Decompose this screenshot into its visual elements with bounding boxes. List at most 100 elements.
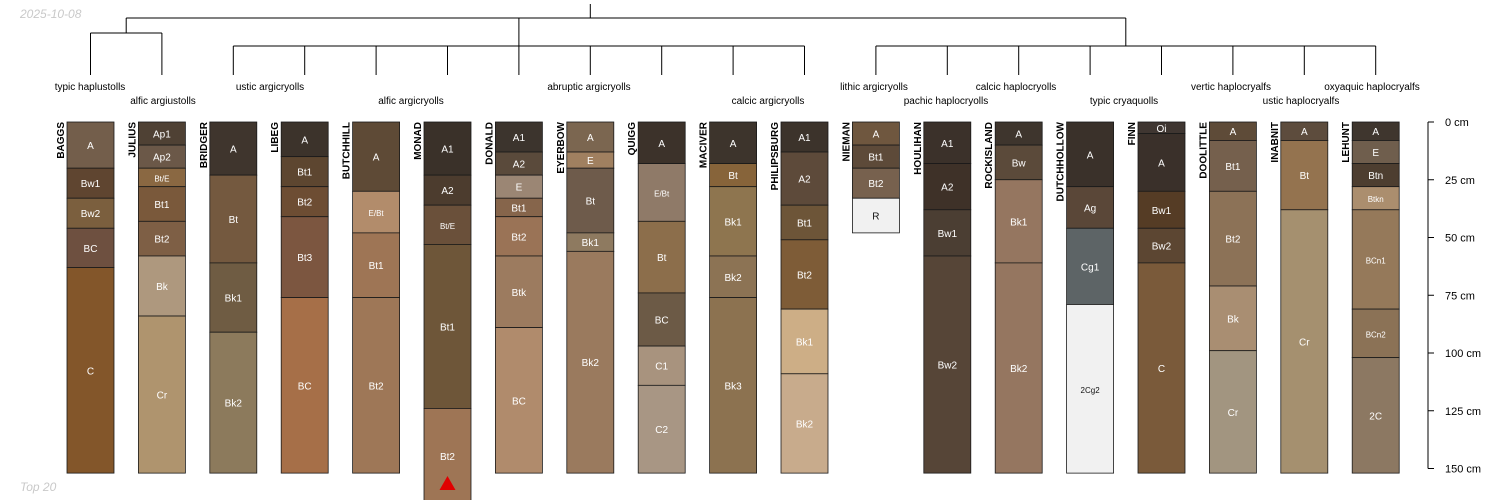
horizon-label: A2 (798, 175, 811, 186)
horizon-bw1 (923, 209, 972, 257)
horizon-label: Bt1 (297, 168, 312, 179)
horizon-label: Bt2 (868, 179, 883, 190)
horizon-bt1 (280, 156, 329, 188)
horizon-label: Ap2 (153, 153, 171, 164)
taxon-label: typic haplustolls (55, 82, 126, 93)
horizon-label: A1 (941, 139, 954, 150)
horizon-label: BC (655, 316, 669, 327)
horizon-bt1 (1209, 140, 1257, 192)
horizon-bk (137, 255, 186, 317)
horizon-label: E (516, 183, 523, 194)
horizon-label: Ap1 (153, 130, 171, 141)
horizon-2c (1351, 357, 1400, 474)
horizon-bt1 (352, 232, 401, 298)
profile-monad: MONAD A1 A2 Bt/E Bt1 Bt2 (413, 121, 472, 500)
horizon-label: BCn2 (1366, 330, 1387, 339)
profile-name: INABNIT (1270, 122, 1281, 163)
horizon-label: Bw (1012, 158, 1027, 169)
horizon-label: 2Cg2 (1081, 386, 1101, 395)
profile-name: HOULIHAN (913, 122, 924, 175)
horizon-label: Bt/E (154, 174, 169, 183)
taxon-label: oxyaquic haplocryalfs (1324, 82, 1420, 93)
horizon-a (280, 121, 329, 158)
horizon-c2 (637, 384, 686, 474)
horizon-bc (494, 327, 543, 474)
horizon-a2 (423, 174, 472, 206)
horizon-label: Bt1 (1225, 162, 1240, 173)
horizon-label: A2 (513, 160, 526, 171)
profile-philipsburg: PHILIPSBURG A1 A2 Bt1 Bt2 Bk1 Bk2 (770, 121, 829, 474)
horizon-label: Cr (157, 391, 168, 402)
horizon-label: Bt1 (511, 203, 526, 214)
horizon-label: Bk (156, 282, 169, 293)
horizon-label: A2 (441, 186, 454, 197)
horizon-bk1 (780, 308, 829, 375)
horizon-label: Bt2 (511, 232, 526, 243)
horizon-c (1137, 262, 1186, 474)
horizon-a (1066, 121, 1114, 188)
horizon-cr (1280, 209, 1329, 474)
depth-tick-label: 100 cm (1445, 348, 1481, 360)
horizon-label: Cr (1299, 337, 1310, 348)
profile-name: NIEMAN (841, 122, 852, 161)
depth-tick-label: 0 cm (1445, 117, 1469, 129)
horizon-label: Btkn (1368, 195, 1384, 204)
horizon-ag (1066, 186, 1114, 229)
horizon-label: Bw1 (1152, 206, 1172, 217)
horizon-bt (637, 220, 686, 294)
horizon-label: Bt1 (440, 322, 455, 333)
profile-name: EYERBOW (556, 121, 567, 173)
horizon-label: A (1230, 127, 1237, 138)
horizon-label: C (1158, 364, 1165, 375)
horizon-bcn2 (1351, 308, 1400, 359)
horizon-label: A (1087, 150, 1094, 161)
taxon-label: ustic argicryolls (236, 82, 304, 93)
taxon-labels: typic haplustolls alfic argiustolls ustic … (55, 82, 1420, 107)
horizon-2cg2 (1066, 304, 1114, 474)
horizon-a1 (780, 121, 829, 153)
depth-tick-label: 50 cm (1445, 233, 1475, 245)
horizon-label: BC (512, 396, 526, 407)
profile-doolittle: DOOLITTLE A Bt1 Bt2 Bk Cr (1198, 121, 1257, 474)
horizon-label: Bt/E (440, 222, 455, 231)
horizon-bt2 (352, 297, 401, 474)
horizon-label: E/Bt (369, 209, 385, 218)
horizon-btk (494, 255, 543, 328)
profile-rockisland: ROCKISLAND A Bw Bk1 Bk2 (984, 121, 1043, 474)
horizon-e-bt (352, 190, 401, 234)
horizon-a (66, 121, 115, 169)
horizon-bw2 (1137, 227, 1186, 264)
horizon-label: Cg1 (1081, 262, 1100, 273)
horizon-label: Bk3 (724, 381, 742, 392)
horizon-label: A (301, 135, 308, 146)
profile-baggs: BAGGS A Bw1 Bw2 BC C (56, 121, 115, 474)
horizon-bt-e (423, 204, 472, 245)
footer-label: Top 20 (20, 480, 57, 494)
horizon-label: A (658, 139, 665, 150)
horizon-bw1 (1137, 190, 1186, 229)
horizon-e-bt (637, 163, 686, 222)
horizon-bt2 (137, 220, 186, 257)
truncation-marker (439, 476, 456, 490)
horizon-bc (280, 297, 329, 474)
horizon-label: Bt1 (154, 200, 169, 211)
horizon-a1 (923, 121, 972, 164)
profile-butchhill: BUTCHHILL A E/Bt Bt1 Bt2 (342, 121, 401, 474)
profile-name: DOOLITTLE (1198, 122, 1209, 179)
taxon-label: typic cryaquolls (1090, 96, 1158, 107)
horizon-bk2 (994, 262, 1043, 474)
depth-tick-label: 150 cm (1445, 464, 1481, 476)
profile-houlihan: HOULIHAN A1 A2 Bw1 Bw2 (913, 121, 972, 474)
profile-name: JULIUS (127, 122, 138, 158)
horizon-bcn1 (1351, 209, 1400, 310)
horizon-label: Bk2 (796, 419, 814, 430)
horizon-a1 (494, 121, 543, 153)
horizon-label: Bw2 (81, 209, 101, 220)
horizon-label: Bt (229, 215, 239, 226)
profile-name: ROCKISLAND (984, 122, 995, 189)
horizon-label: Bw1 (938, 229, 958, 240)
horizon-label: Bt2 (369, 381, 384, 392)
horizon-label: A1 (798, 133, 811, 144)
horizon-label: Ag (1084, 203, 1096, 214)
horizon-label: Bk (1227, 314, 1240, 325)
